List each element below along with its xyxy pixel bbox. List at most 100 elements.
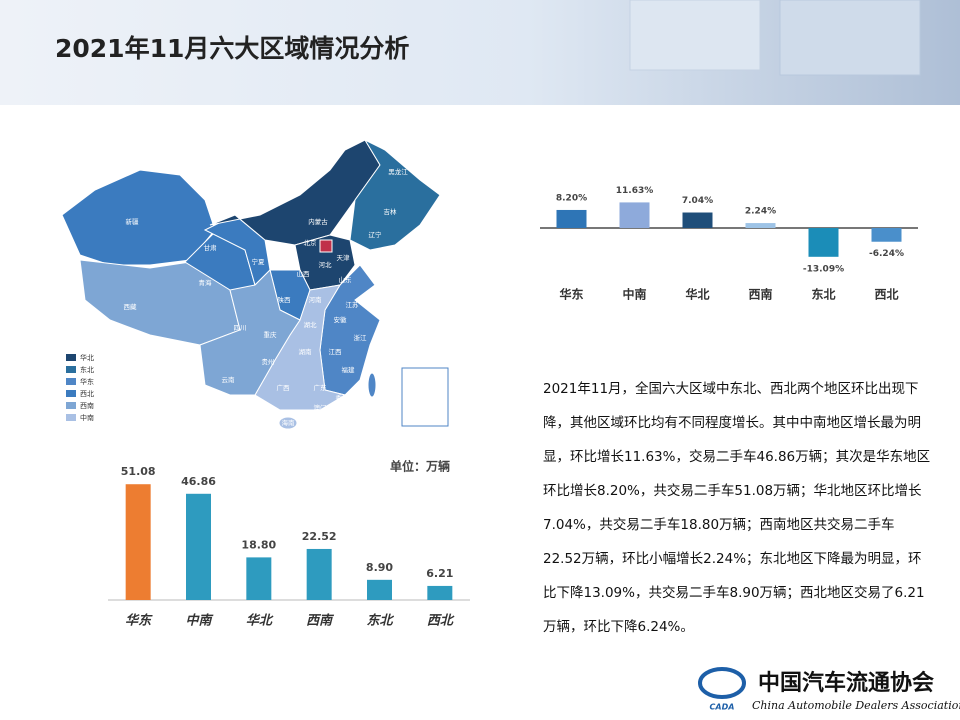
map-label: 宁夏: [252, 257, 266, 266]
map-label: 甘肃: [204, 243, 218, 252]
legend-label: 华北: [80, 353, 94, 362]
x-tick-label: 华东: [559, 287, 583, 302]
map-label: 广东: [314, 383, 328, 392]
map-label: 海南: [282, 418, 296, 427]
map-label: 四川: [234, 324, 247, 332]
logo: CADA 中国汽车流通协会 China Automobile Dealers A…: [698, 667, 960, 712]
map-region: [61, 169, 216, 266]
x-tick-label: 西北: [874, 287, 898, 302]
logo-cn: 中国汽车流通协会: [758, 670, 934, 696]
map-region: [349, 138, 441, 251]
map-label: 山西: [297, 269, 311, 278]
x-tick-label: 西南: [306, 613, 334, 629]
value-label: 8.90: [366, 561, 393, 574]
bar: [367, 579, 392, 600]
map-label: 贵州: [262, 357, 275, 366]
x-tick-label: 中南: [185, 613, 213, 629]
x-tick-label: 东北: [811, 287, 835, 302]
map-label: 北京: [304, 238, 318, 247]
value-label: -6.24%: [869, 249, 904, 259]
map-label: 福建: [342, 365, 356, 374]
legend-swatch: [66, 366, 76, 373]
value-label: 7.04%: [682, 196, 713, 206]
value-label: 2.24%: [745, 207, 776, 217]
map-label: 天津: [337, 254, 351, 262]
map-label: 西藏: [124, 302, 138, 311]
map-label: 河北: [319, 261, 333, 269]
map: [61, 138, 449, 430]
value-label: 46.86: [181, 475, 216, 488]
unit-label: 单位：万辆: [390, 459, 450, 474]
x-tick-label: 华东: [125, 613, 153, 629]
map-label: 上海: [382, 315, 396, 324]
map-label: 安徽: [334, 315, 348, 324]
legend-swatch: [66, 414, 76, 421]
x-tick-label: 华北: [246, 613, 274, 629]
bar: [682, 212, 713, 228]
value-label: -13.09%: [803, 264, 844, 274]
map-region: [199, 269, 301, 396]
map-label: 浙江: [354, 333, 368, 342]
bar: [186, 493, 211, 600]
bar: [246, 557, 272, 600]
map-label: 澳门: [314, 403, 327, 412]
value-label: 6.21: [426, 567, 453, 580]
legend-label: 西南: [80, 401, 94, 410]
value-label: 11.63%: [616, 186, 654, 196]
value-label: 51.08: [121, 465, 156, 478]
map-label: 山东: [339, 275, 353, 284]
x-tick-label: 华北: [685, 287, 709, 302]
bar: [125, 484, 151, 600]
map-label: 台湾: [379, 397, 393, 406]
map-label: 云南: [222, 375, 236, 384]
legend-label: 中南: [80, 413, 94, 422]
map-label: 重庆: [264, 330, 278, 339]
legend-swatch: [66, 390, 76, 397]
logo-abbr: CADA: [710, 703, 735, 712]
bar: [306, 548, 332, 600]
logo-mark: [698, 667, 746, 699]
map-label: 江苏: [346, 300, 360, 309]
map-label: 江西: [329, 348, 343, 356]
inset-box: [401, 367, 449, 427]
legend-swatch: [66, 402, 76, 409]
map-label: 陕西: [278, 295, 292, 304]
map-label: 钓鱼岛: [392, 357, 412, 366]
bar: [745, 223, 776, 228]
map-label: 内蒙古: [308, 217, 328, 226]
map-label: 河南: [309, 295, 323, 304]
bar: [808, 228, 839, 257]
bar: [871, 228, 902, 242]
paragraph: 2021年11月，全国六大区域中东北、西北两个地区环比出现下降，其他区域环比均有…: [543, 381, 931, 635]
map-label: 青海: [199, 278, 213, 287]
map-label: 辽宁: [369, 230, 383, 239]
map-label: 黑龙江: [388, 167, 408, 176]
map-label: 香港: [336, 393, 350, 402]
map-label: 湖北: [304, 320, 318, 329]
value-label: 22.52: [302, 530, 337, 543]
legend-label: 华东: [80, 377, 94, 386]
x-tick-label: 东北: [366, 613, 394, 629]
legend-swatch: [66, 354, 76, 361]
map-label: 广西: [277, 383, 291, 392]
bar: [556, 209, 587, 228]
map-region: [278, 416, 298, 430]
map-label: 新疆: [126, 217, 140, 226]
bar: [427, 585, 453, 600]
legend-label: 东北: [80, 365, 94, 374]
beijing-marker: [319, 239, 333, 253]
x-tick-label: 中南: [622, 287, 646, 302]
bar: [619, 202, 650, 228]
map-region: [367, 372, 377, 398]
map-label: 吉林: [384, 207, 398, 216]
logo-en: China Automobile Dealers Association: [752, 699, 960, 712]
x-tick-label: 西北: [427, 614, 455, 629]
value-label: 8.20%: [556, 193, 587, 203]
page-title: 2021年11月六大区域情况分析: [55, 34, 409, 63]
legend-swatch: [66, 378, 76, 385]
legend-label: 西北: [80, 390, 94, 398]
value-label: 18.80: [241, 538, 276, 551]
decor-cube: [779, 0, 921, 76]
